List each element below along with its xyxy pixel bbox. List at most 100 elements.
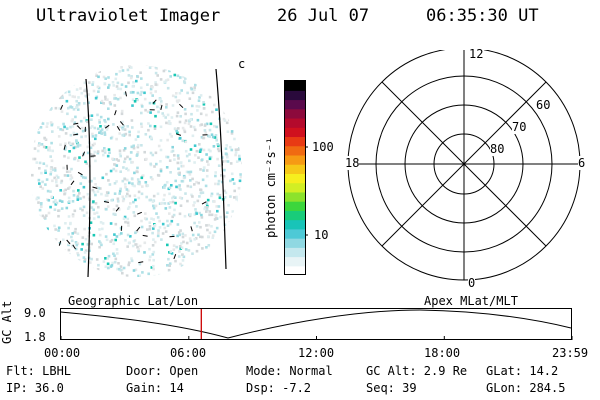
uv-pixel — [140, 192, 144, 196]
uv-pixel — [210, 192, 214, 196]
uv-pixel — [244, 202, 247, 205]
uv-pixel — [150, 136, 153, 140]
uv-pixel — [78, 55, 81, 58]
uv-pixel — [113, 163, 116, 166]
uv-pixel — [62, 122, 65, 126]
uv-pixel — [74, 231, 77, 234]
uv-pixel — [21, 227, 24, 230]
uv-pixel — [137, 190, 141, 194]
uv-image — [20, 55, 252, 287]
uv-pixel — [211, 57, 214, 60]
uv-pixel — [72, 194, 76, 197]
uv-pixel — [151, 253, 155, 256]
uv-pixel — [248, 133, 251, 136]
uv-pixel — [20, 222, 23, 225]
uv-pixel — [171, 200, 175, 204]
uv-pixel — [199, 188, 203, 192]
uv-pixel — [178, 233, 181, 237]
uv-pixel — [47, 106, 51, 109]
uv-pixel — [123, 160, 126, 164]
uv-pixel — [126, 192, 129, 196]
uv-pixel — [36, 251, 40, 254]
uv-pixel — [243, 220, 246, 223]
uv-pixel — [168, 69, 171, 73]
uv-pixel — [68, 93, 72, 97]
uv-pixel — [208, 79, 211, 82]
uv-pixel — [129, 76, 133, 80]
uv-pixel — [183, 121, 187, 125]
uv-pixel — [197, 105, 201, 108]
uv-pixel — [198, 211, 201, 215]
uv-pixel — [223, 57, 226, 60]
uv-pixel — [40, 171, 43, 175]
uv-pixel — [24, 250, 27, 253]
uv-pixel — [194, 285, 197, 287]
uv-pixel — [98, 70, 101, 73]
uv-pixel — [137, 249, 140, 253]
uv-pixel — [55, 174, 59, 178]
uv-pixel — [210, 194, 213, 198]
uv-pixel — [133, 278, 136, 281]
uv-pixel — [64, 90, 67, 94]
uv-pixel — [171, 145, 174, 149]
uv-pixel — [24, 105, 27, 108]
uv-pixel — [68, 84, 72, 88]
uv-pixel — [164, 230, 168, 233]
coastline-mark — [119, 121, 124, 126]
coastline-mark — [201, 201, 207, 205]
uv-pixel — [233, 137, 236, 141]
uv-pixel — [219, 215, 222, 219]
uv-pixel — [77, 96, 80, 99]
uv-pixel — [117, 65, 120, 66]
uv-pixel — [164, 116, 167, 119]
ip-info: IP: 36.0 — [6, 381, 64, 395]
uv-pixel — [144, 133, 148, 136]
uv-pixel — [194, 153, 197, 157]
uv-pixel — [149, 91, 153, 95]
uv-pixel — [196, 118, 200, 122]
uv-pixel — [208, 128, 212, 132]
uv-pixel — [176, 161, 180, 165]
uv-pixel — [213, 200, 216, 203]
uv-pixel — [102, 65, 106, 68]
uv-pixel — [166, 219, 169, 223]
uv-pixel — [225, 121, 229, 125]
uv-pixel — [199, 94, 203, 97]
uv-pixel — [144, 277, 147, 280]
uv-pixel — [178, 250, 181, 253]
uv-pixel — [247, 95, 250, 98]
uv-pixel — [26, 162, 29, 165]
uv-pixel — [121, 133, 124, 137]
uv-pixel — [245, 245, 248, 248]
uv-pixel — [148, 255, 152, 258]
uv-pixel — [22, 154, 25, 157]
glat-info: GLat: 14.2 — [486, 364, 559, 378]
uv-pixel — [95, 258, 99, 261]
uv-pixel — [240, 89, 242, 93]
uv-pixel — [30, 70, 32, 74]
uv-pixel — [215, 125, 218, 129]
uv-pixel — [231, 96, 234, 99]
uv-pixel — [151, 200, 155, 203]
uv-pixel — [159, 169, 163, 173]
coastline-mark — [76, 125, 82, 130]
uv-pixel — [242, 166, 245, 169]
uv-pixel — [188, 153, 191, 156]
uv-pixel — [205, 202, 209, 205]
uv-pixel — [240, 142, 242, 145]
uv-pixel — [207, 163, 210, 166]
uv-pixel — [188, 173, 192, 176]
uv-pixel — [70, 70, 73, 73]
uv-pixel — [199, 235, 202, 239]
uv-pixel — [156, 216, 160, 219]
uv-pixel — [244, 136, 247, 139]
uv-pixel — [140, 90, 143, 94]
uv-pixel — [140, 105, 144, 108]
uv-pixel — [155, 212, 158, 215]
uv-pixel — [214, 217, 218, 220]
uv-pixel — [39, 126, 43, 129]
uv-pixel — [152, 250, 156, 254]
uv-pixel — [251, 140, 252, 143]
uv-pixel — [236, 262, 239, 266]
uv-pixel — [66, 273, 69, 277]
